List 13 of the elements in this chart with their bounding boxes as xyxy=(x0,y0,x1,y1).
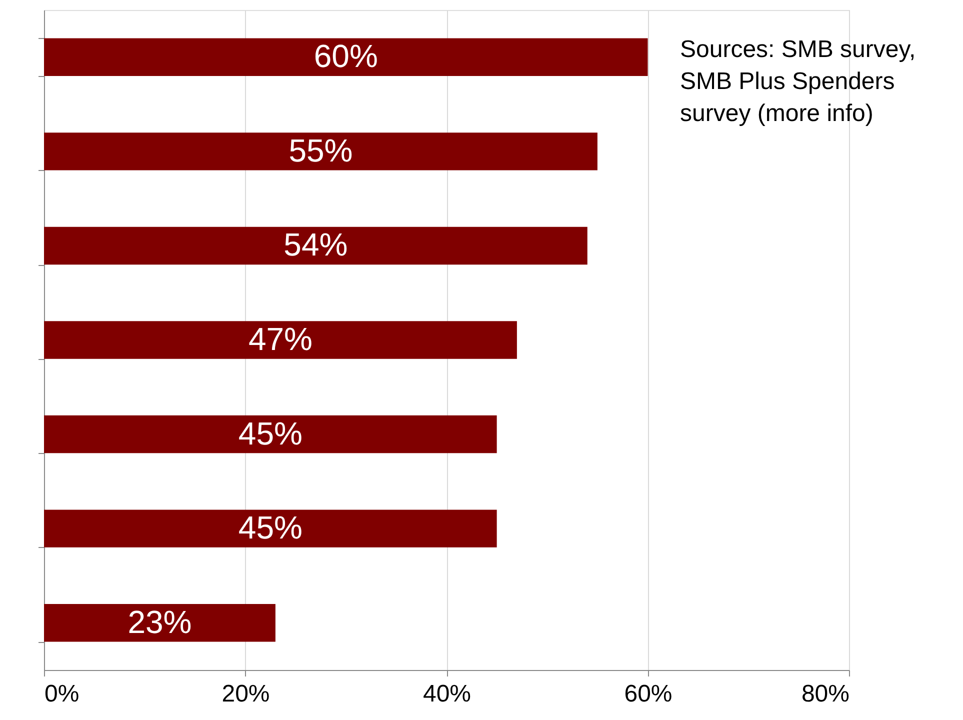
data-label: 60% xyxy=(314,38,378,74)
x-tick-label: 80% xyxy=(801,680,850,708)
x-tick-label: 40% xyxy=(422,680,472,708)
x-tick-label: 20% xyxy=(222,680,270,708)
x-tick-label: 0% xyxy=(44,680,80,708)
data-label: 55% xyxy=(288,132,353,168)
data-label: 54% xyxy=(284,226,348,263)
data-label: 45% xyxy=(238,510,302,546)
data-label: 23% xyxy=(128,604,192,640)
data-label: 47% xyxy=(248,321,312,357)
data-label: 45% xyxy=(238,415,302,452)
annotation: Sources: SMB survey, SMB Plus Spenders survey (more info) xyxy=(680,36,916,127)
x-tick-label: 60% xyxy=(624,680,672,708)
